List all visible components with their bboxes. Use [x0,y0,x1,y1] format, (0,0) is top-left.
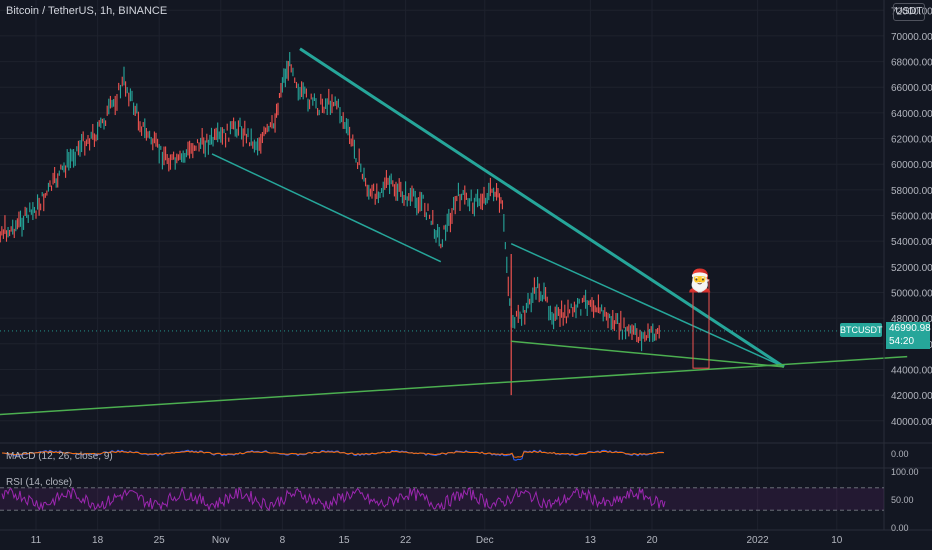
macd-tick-label: 0.00 [891,449,909,459]
y-tick-label: 56000.00 [891,212,932,223]
rsi-tick-label: 0.00 [891,523,909,533]
y-tick-label: 40000.00 [891,417,932,428]
x-tick-label: 22 [400,535,412,546]
y-tick-label: 54000.00 [891,237,932,248]
projection-box [692,279,710,369]
y-tick-label: 60000.00 [891,160,932,171]
x-tick-label: 11 [31,535,42,546]
x-tick-label: 18 [92,535,104,546]
currency-unit-button[interactable]: USDT [893,3,925,21]
x-tick-label: Dec [476,535,494,546]
x-tick-label: 8 [280,535,286,546]
x-tick-label: 10 [831,535,843,546]
rsi-tick-label: 50.00 [891,495,914,505]
trendline-descending-resistance [299,47,785,369]
y-tick-label: 52000.00 [891,263,932,274]
macd-label[interactable]: MACD (12, 26, close, 9) [6,451,113,462]
x-tick-label: 2022 [746,535,769,546]
x-tick-label: 20 [646,535,658,546]
trendline-wedge-lower [511,340,785,368]
y-tick-label: 62000.00 [891,135,932,146]
countdown: 54:20 [889,336,915,347]
y-tick-label: 42000.00 [891,391,932,402]
y-tick-label: 64000.00 [891,109,932,120]
symbol-badge: BTCUSDT [840,323,883,337]
y-tick-label: 50000.00 [891,288,932,299]
y-tick-label: 68000.00 [891,58,932,69]
santa-icon: 🎅 [686,268,714,293]
rsi-label[interactable]: RSI (14, close) [6,477,73,488]
trendline-wedge-upper [510,243,785,368]
last-price: 46990.98 [889,323,931,334]
rsi-line [1,486,666,512]
x-tick-label: 25 [154,535,166,546]
trendline-long-term-support [0,355,908,416]
x-tick-label: 15 [338,535,350,546]
macd-signal-line [1,450,665,458]
y-tick-label: 44000.00 [891,365,932,376]
y-tick-label: 72000.00 [891,6,932,17]
y-tick-label: 48000.00 [891,314,932,325]
x-tick-label: 13 [585,535,597,546]
last-price-box: 46990.98 54:20 [886,322,931,349]
rsi-tick-label: 100.00 [891,467,919,477]
trendline-upper-falling-channel [211,153,442,263]
y-tick-label: 66000.00 [891,83,932,94]
x-tick-label: Nov [212,535,230,546]
y-tick-label: 70000.00 [891,32,932,43]
chart-title: Bitcoin / TetherUS, 1h, BINANCE [6,5,168,17]
y-tick-label: 58000.00 [891,186,932,197]
